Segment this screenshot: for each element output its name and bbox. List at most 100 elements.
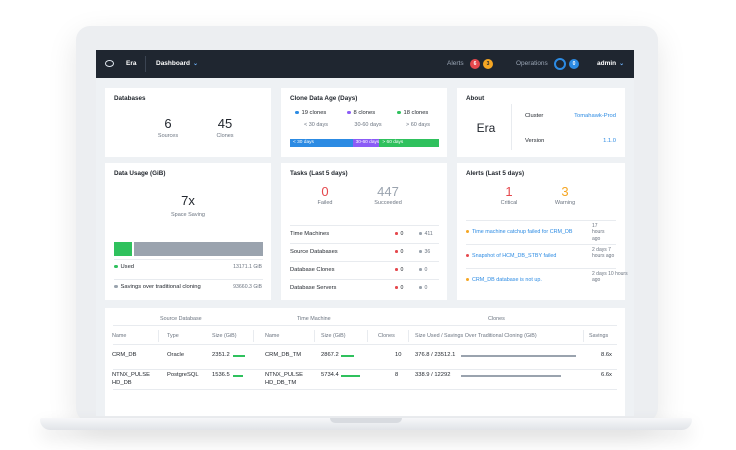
alert-item-time-line: 2 days 10 hours [592,271,628,277]
divider [113,325,617,326]
laptop-notch [330,418,402,423]
bullet-icon [397,110,401,115]
task-row-label: Database Servers [290,285,337,291]
divider [113,344,617,345]
task-row-failed: 0 [395,267,403,273]
clone-data-age-card[interactable]: Clone Data Age (Days) 19 clones < 30 days… [281,88,447,157]
data-usage-card[interactable]: Data Usage (GiB) 7x Space Saving Used 131… [105,163,271,300]
divider [290,261,439,262]
sources-label: Sources [157,133,179,139]
databases-table: Source Database Time Machine Clones Name Typ… [105,308,625,416]
table-column-header[interactable]: Clones [378,333,395,339]
alerts-critical-label: Critical [500,200,518,206]
sources-count: 6 [164,116,172,131]
alerts-critical-count: 1 [505,184,513,199]
savings-bar [461,375,561,377]
dashboard-menu[interactable]: Dashboard ⌄ [156,60,198,67]
divider [114,279,263,280]
table-group-header: Source Database [160,316,202,322]
alerts-label[interactable]: Alerts [447,60,464,67]
table-cell-clones: 8 [395,372,399,378]
table-cell-used-savings: 338.9 / 12292 [415,372,451,378]
task-row-label: Database Clones [290,267,335,273]
tasks-succeeded-label: Succeeded [374,200,402,206]
operations-status-icon[interactable] [554,58,566,70]
clone-age-count: 18 clones [397,110,428,116]
table-column-header[interactable]: Name [112,333,127,339]
databases-card[interactable]: Databases 6 Sources 45 Clones [105,88,271,157]
chevron-down-icon: ⌄ [192,61,198,67]
about-product-name: Era [476,121,496,135]
chevron-down-icon: ⌄ [619,61,625,67]
data-usage-bar [114,242,263,256]
tasks-card[interactable]: Tasks (Last 5 days) 0 Failed 447 Succeed… [281,163,447,300]
task-row-succeeded: 36 [419,249,430,255]
clone-age-bar-segment: > 60 days [379,139,439,147]
task-row-succeeded: 0 [419,267,427,273]
clone-age-range: < 30 days [303,122,328,128]
table-column-header[interactable]: Size Used / Savings Over Traditional Clo… [415,333,537,339]
divider [113,389,617,390]
tm-size-bar [341,355,355,357]
table-row[interactable]: NTNX_PULSE HD_DB PostgreSQL 1536.5 NTNX_PULS… [105,372,625,390]
alert-item-link[interactable]: CRM_DB database is not up. [466,277,542,283]
operations-label[interactable]: Operations [516,60,548,67]
clone-age-bar-segment: 30-60 days [352,139,380,147]
version-value: 1.1.0 [603,138,616,144]
task-row-succeeded: 411 [419,231,433,237]
size-bar [233,355,246,357]
table-cell-tm-size: 2867.2 [321,352,339,358]
alert-item-time-line: 2 days 7 [592,247,611,253]
alert-item-time-line: ago [592,235,601,242]
divider [290,243,439,244]
laptop-base [40,418,692,430]
alert-item-time-line: ago [592,277,601,284]
clone-age-range: 30-60 days [354,122,382,128]
divider [145,56,146,72]
user-menu[interactable]: admin ⌄ [597,60,624,67]
alert-item-link[interactable]: Time machine catchup failed for CRM_DB [466,229,572,235]
size-bar [233,375,243,377]
task-row-failed: 0 [395,231,403,237]
divider [114,259,263,260]
alert-item-time: 2 days 7 hours ago [592,247,614,260]
table-group-header: Time Machine [297,316,331,322]
alert-item-link[interactable]: Snapshot of HCM_DB_STBY failed [466,253,556,259]
cluster-link[interactable]: Tomahawk-Prod [574,113,616,119]
alerts-warning-badge[interactable]: 3 [483,59,493,69]
table-column-header[interactable]: Savings [589,333,609,339]
user-name: admin [597,60,617,67]
table-column-header[interactable]: Size (GiB) [321,333,346,339]
data-usage-row-label: Savings over traditional cloning [114,284,201,290]
data-usage-title: Data Usage (GiB) [114,170,166,177]
table-cell-size: 2351.2 [212,352,230,358]
table-row[interactable]: CRM_DB Oracle 2351.2 CRM_DB_TM 2867.2 10 376.8… [105,352,625,370]
bullet-icon [395,250,398,253]
table-column-header[interactable]: Name [265,333,280,339]
alerts-card[interactable]: Alerts (Last 5 days) 1 Critical 3 Warnin… [457,163,628,300]
tasks-failed-count: 0 [321,184,329,199]
space-saving-label: Space Saving [171,212,205,218]
data-usage-row-value: 93660.3 GiB [233,284,262,290]
era-logo-icon[interactable] [105,60,114,67]
clone-age-bar: < 30 days 30-60 days > 60 days [290,139,439,147]
table-cell-name: CRM_DB [112,352,137,358]
table-column-header[interactable]: Size (GiB) [212,333,237,339]
about-title: About [466,95,485,102]
task-row-succeeded: 0 [419,285,427,291]
table-column-header[interactable]: Type [167,333,179,339]
operations-count-badge[interactable]: 0 [569,59,579,69]
tm-size-bar [341,375,360,377]
bullet-icon [419,268,422,271]
bullet-icon [114,284,118,289]
divider [511,104,512,150]
savings-bar [461,355,576,357]
about-card: About Era Cluster Tomahawk-Prod Version … [457,88,625,157]
clone-age-count: 8 clones [347,110,375,116]
table-cell-type: PostgreSQL [167,372,199,378]
data-usage-row-label: Used [114,264,134,270]
tasks-succeeded-count: 447 [377,184,399,199]
version-label: Version [525,138,545,144]
alerts-critical-badge[interactable]: 6 [470,59,480,69]
table-cell-savings: 6.6x [601,372,612,378]
